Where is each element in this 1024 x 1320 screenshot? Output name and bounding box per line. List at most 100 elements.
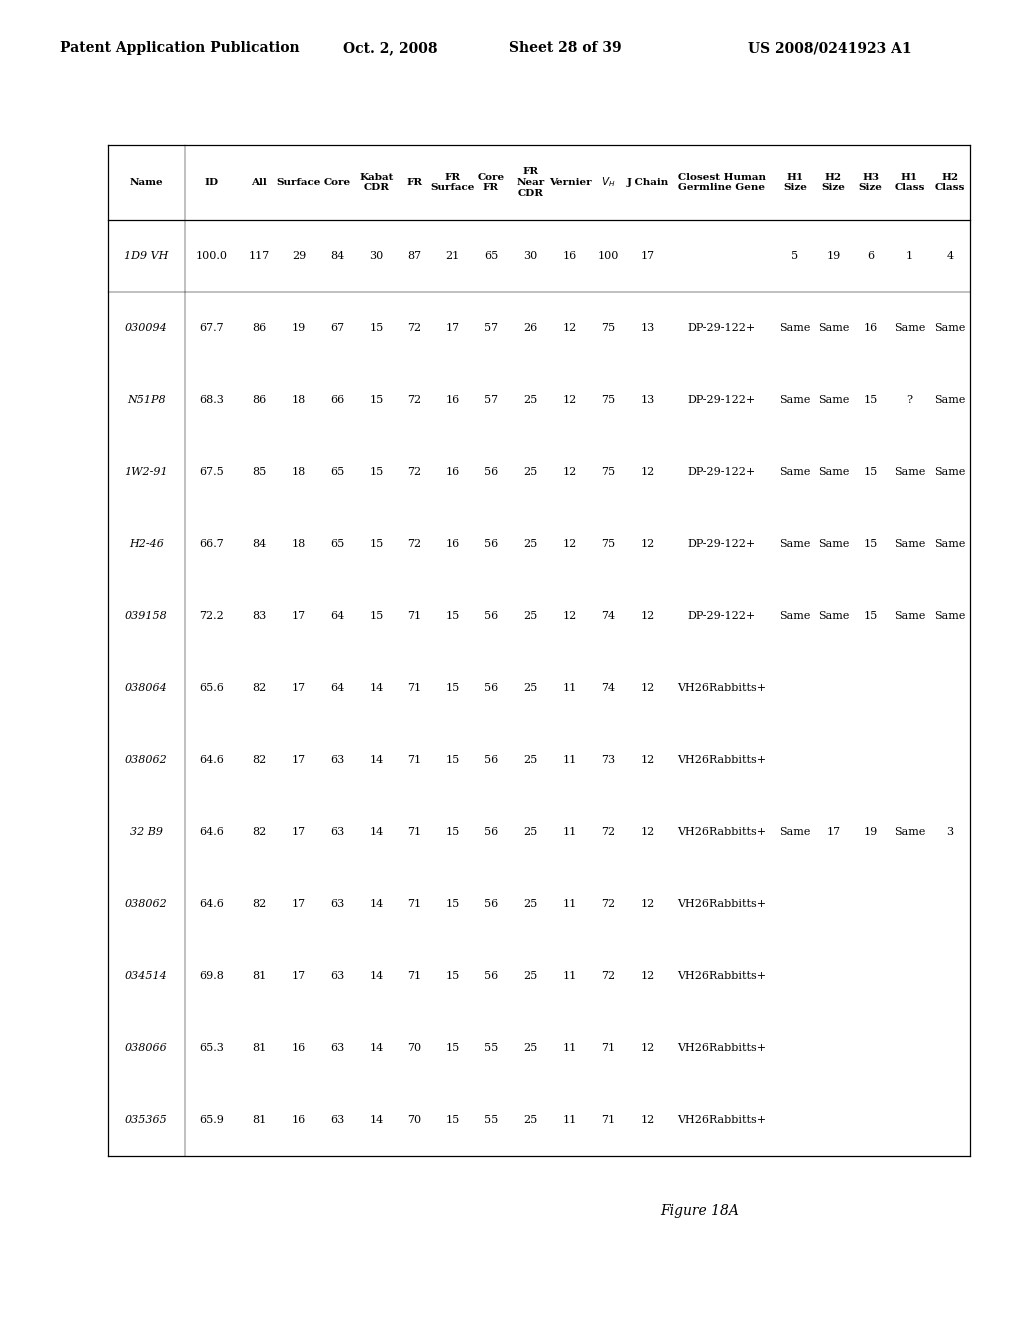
Text: H1: H1: [786, 173, 804, 181]
Text: All: All: [251, 178, 267, 187]
Text: 16: 16: [563, 251, 578, 261]
Text: 65: 65: [331, 467, 345, 477]
Text: 12: 12: [640, 467, 654, 477]
Text: 86: 86: [252, 395, 266, 405]
Text: Core: Core: [324, 178, 351, 187]
Text: 17: 17: [292, 682, 306, 693]
Text: Patent Application Publication: Patent Application Publication: [60, 41, 300, 55]
Text: 12: 12: [640, 972, 654, 981]
Text: DP-29-122+: DP-29-122+: [687, 395, 756, 405]
Text: 039158: 039158: [125, 611, 168, 620]
Text: 56: 56: [484, 682, 498, 693]
Text: 64: 64: [331, 611, 345, 620]
Text: 69.8: 69.8: [199, 972, 224, 981]
Text: 75: 75: [601, 323, 615, 333]
Text: Size: Size: [821, 183, 846, 193]
Text: 72: 72: [408, 395, 422, 405]
Text: 72: 72: [408, 323, 422, 333]
Text: 81: 81: [252, 972, 266, 981]
Text: 17: 17: [826, 828, 841, 837]
Text: 15: 15: [370, 323, 384, 333]
Text: Core: Core: [477, 173, 505, 181]
Text: Same: Same: [818, 323, 849, 333]
Text: Same: Same: [818, 539, 849, 549]
Text: 18: 18: [292, 467, 306, 477]
Text: 63: 63: [331, 972, 345, 981]
Text: Figure 18A: Figure 18A: [660, 1204, 739, 1218]
Text: 65: 65: [331, 539, 345, 549]
Text: 18: 18: [292, 395, 306, 405]
Text: 4: 4: [946, 251, 953, 261]
Text: 12: 12: [640, 682, 654, 693]
Text: 74: 74: [601, 611, 615, 620]
Text: 55: 55: [484, 1115, 498, 1125]
Text: Same: Same: [894, 467, 926, 477]
Text: 65.6: 65.6: [199, 682, 224, 693]
Text: H2: H2: [941, 173, 958, 181]
Text: H1: H1: [901, 173, 919, 181]
Text: 56: 56: [484, 828, 498, 837]
Text: 82: 82: [252, 755, 266, 766]
Text: 12: 12: [640, 1115, 654, 1125]
Text: 1W2-91: 1W2-91: [125, 467, 168, 477]
Text: 25: 25: [523, 1115, 538, 1125]
Text: 5: 5: [792, 251, 799, 261]
Text: 11: 11: [563, 1043, 578, 1053]
Text: 72: 72: [408, 467, 422, 477]
Text: 64.6: 64.6: [199, 755, 224, 766]
Text: 56: 56: [484, 467, 498, 477]
Text: 74: 74: [601, 682, 615, 693]
Text: Size: Size: [858, 183, 883, 193]
Text: Surface: Surface: [430, 183, 475, 193]
Text: 30: 30: [370, 251, 384, 261]
Text: 25: 25: [523, 828, 538, 837]
Text: 16: 16: [445, 395, 460, 405]
Text: 17: 17: [292, 755, 306, 766]
Text: 17: 17: [640, 251, 654, 261]
Text: Same: Same: [934, 467, 966, 477]
Text: 56: 56: [484, 611, 498, 620]
Text: Class: Class: [935, 183, 966, 193]
Text: 16: 16: [445, 467, 460, 477]
Text: 29: 29: [292, 251, 306, 261]
Text: 85: 85: [252, 467, 266, 477]
Text: 12: 12: [563, 467, 578, 477]
Text: 72: 72: [601, 972, 615, 981]
Text: Same: Same: [779, 323, 811, 333]
Text: 038062: 038062: [125, 755, 168, 766]
Text: DP-29-122+: DP-29-122+: [687, 611, 756, 620]
Text: 11: 11: [563, 755, 578, 766]
Text: 67.7: 67.7: [200, 323, 224, 333]
Text: 65: 65: [484, 251, 498, 261]
Text: 100: 100: [597, 251, 618, 261]
Text: VH26Rabbitts+: VH26Rabbitts+: [677, 828, 766, 837]
Text: 15: 15: [370, 395, 384, 405]
Text: 71: 71: [601, 1043, 615, 1053]
Text: 17: 17: [292, 611, 306, 620]
Text: 71: 71: [408, 611, 422, 620]
Text: 19: 19: [826, 251, 841, 261]
Text: 035365: 035365: [125, 1115, 168, 1125]
Text: DP-29-122+: DP-29-122+: [687, 467, 756, 477]
Text: 72: 72: [601, 828, 615, 837]
Text: 72: 72: [601, 899, 615, 909]
Text: 68.3: 68.3: [199, 395, 224, 405]
Text: 15: 15: [445, 972, 460, 981]
Text: 67: 67: [331, 323, 344, 333]
Text: VH26Rabbitts+: VH26Rabbitts+: [677, 899, 766, 909]
Text: 73: 73: [601, 755, 615, 766]
Text: Vernier: Vernier: [549, 178, 591, 187]
Text: Same: Same: [779, 467, 811, 477]
Text: Surface: Surface: [276, 178, 322, 187]
Text: 15: 15: [445, 828, 460, 837]
Text: VH26Rabbitts+: VH26Rabbitts+: [677, 755, 766, 766]
Text: Same: Same: [779, 395, 811, 405]
Text: 63: 63: [331, 1043, 345, 1053]
Text: 16: 16: [863, 323, 878, 333]
Text: 12: 12: [640, 611, 654, 620]
Text: Same: Same: [934, 611, 966, 620]
Text: 25: 25: [523, 611, 538, 620]
Text: Same: Same: [894, 611, 926, 620]
Text: 13: 13: [640, 323, 654, 333]
Text: 71: 71: [408, 899, 422, 909]
